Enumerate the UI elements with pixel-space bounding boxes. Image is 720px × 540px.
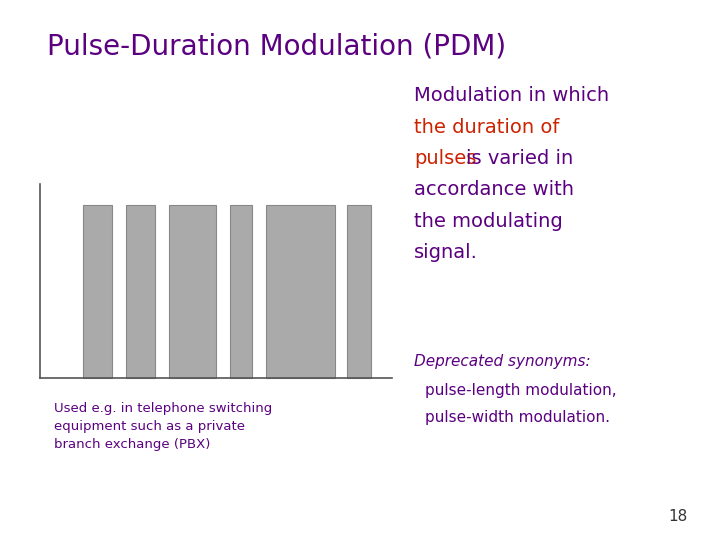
Text: Modulation in which: Modulation in which [414, 86, 609, 105]
Bar [83, 205, 112, 378]
Text: Deprecated synonyms:: Deprecated synonyms: [414, 354, 590, 369]
Text: pulse-width modulation.: pulse-width modulation. [425, 410, 610, 426]
Text: pulse-length modulation,: pulse-length modulation, [425, 383, 616, 399]
Text: Pulse-Duration Modulation (PDM): Pulse-Duration Modulation (PDM) [47, 32, 506, 60]
Text: accordance with: accordance with [414, 180, 574, 199]
Text: 18: 18 [668, 509, 688, 524]
Text: the duration of: the duration of [414, 118, 559, 137]
Bar [126, 205, 155, 378]
Bar [169, 205, 216, 378]
Text: is varied in: is varied in [466, 149, 573, 168]
Text: the modulating: the modulating [414, 212, 563, 231]
Bar [266, 205, 335, 378]
Bar [347, 205, 371, 378]
Bar [230, 205, 252, 378]
Text: Used e.g. in telephone switching
equipment such as a private
branch exchange (PB: Used e.g. in telephone switching equipme… [54, 402, 272, 451]
Text: signal.: signal. [414, 243, 478, 262]
Text: pulses: pulses [414, 149, 477, 168]
